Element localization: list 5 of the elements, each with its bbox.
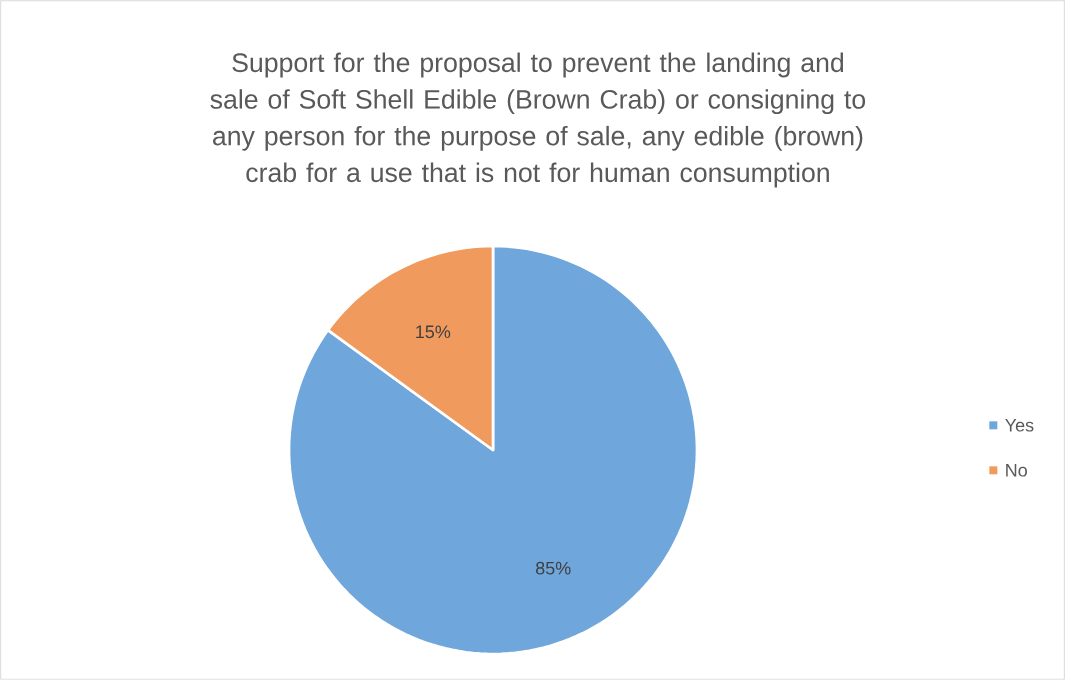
legend-label: Yes xyxy=(1005,419,1034,432)
data-label: 15% xyxy=(416,325,451,339)
chart-title: Support for the proposal to prevent the landing and sale of Soft Shell Edible (Brown Crab) or consigning to any person for the purpose of sale, any edible (brown) crab for a use that is not for human consumption xyxy=(210,52,866,188)
data-label: 85% xyxy=(535,561,571,575)
legend-label: No xyxy=(1006,464,1027,477)
